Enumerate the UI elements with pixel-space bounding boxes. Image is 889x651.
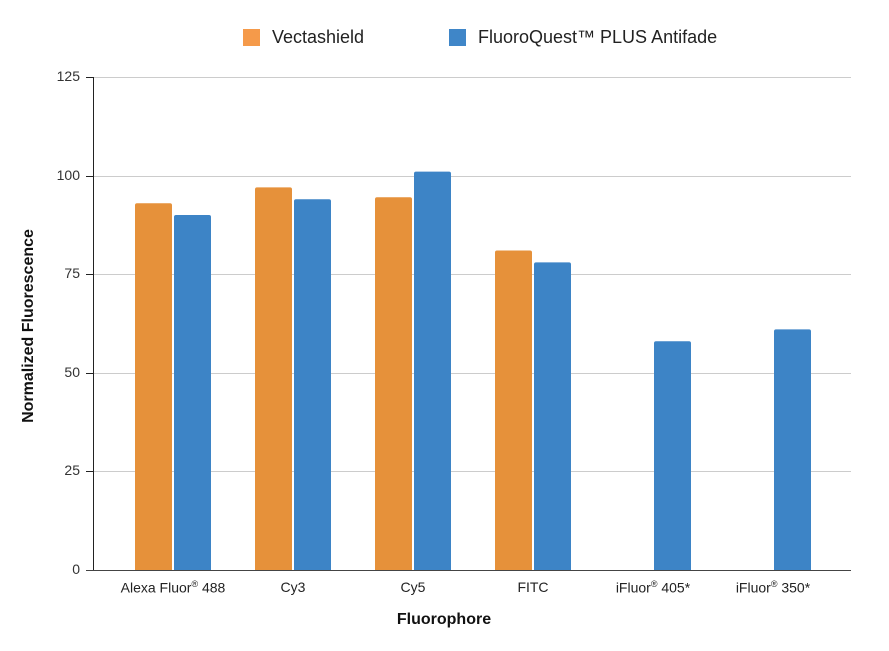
bar-vectashield[interactable] — [495, 250, 532, 570]
bar-fluoroquest[interactable] — [774, 329, 811, 570]
y-tick-label: 50 — [64, 363, 80, 380]
chart-legend: Vectashield FluoroQuest™ PLUS Antifade — [0, 27, 889, 49]
legend-item-fluoroquest[interactable]: FluoroQuest™ PLUS Antifade — [449, 27, 717, 48]
gridlines — [93, 77, 851, 472]
legend-item-vectashield[interactable]: Vectashield — [243, 27, 364, 48]
y-axis-title: Normalized Fluorescence — [20, 229, 37, 423]
x-tick-label: iFluor® 405* — [615, 579, 691, 596]
legend-label: FluoroQuest™ PLUS Antifade — [478, 27, 718, 47]
bar-vectashield[interactable] — [135, 203, 172, 570]
bar-fluoroquest[interactable] — [294, 199, 331, 570]
x-axis-title: Fluorophore — [396, 611, 492, 628]
x-tick-label: iFluor® 350* — [735, 579, 811, 596]
bar-fluoroquest[interactable] — [654, 341, 691, 570]
x-tick-label: Cy3 — [280, 579, 306, 595]
y-tick-label: 100 — [56, 166, 80, 183]
y-tick-label: 75 — [64, 265, 80, 282]
legend-swatch-icon — [449, 29, 466, 46]
x-tick-label: FITC — [517, 579, 549, 595]
x-tick-label: Cy5 — [400, 579, 426, 595]
axes — [86, 77, 851, 571]
legend-swatch-icon — [243, 29, 260, 46]
legend-label: Vectashield — [272, 27, 365, 47]
x-tick-label: Alexa Fluor® 488 — [120, 579, 226, 596]
bar-fluoroquest[interactable] — [174, 215, 211, 571]
y-tick-label: 0 — [72, 561, 80, 577]
bar-vectashield[interactable] — [255, 187, 292, 570]
bar-fluoroquest[interactable] — [534, 262, 571, 570]
bar-vectashield[interactable] — [375, 197, 412, 571]
bars — [135, 171, 811, 571]
y-tick-label: 25 — [64, 462, 80, 479]
bar-fluoroquest[interactable] — [414, 171, 451, 570]
y-tick-label: 125 — [56, 68, 80, 84]
